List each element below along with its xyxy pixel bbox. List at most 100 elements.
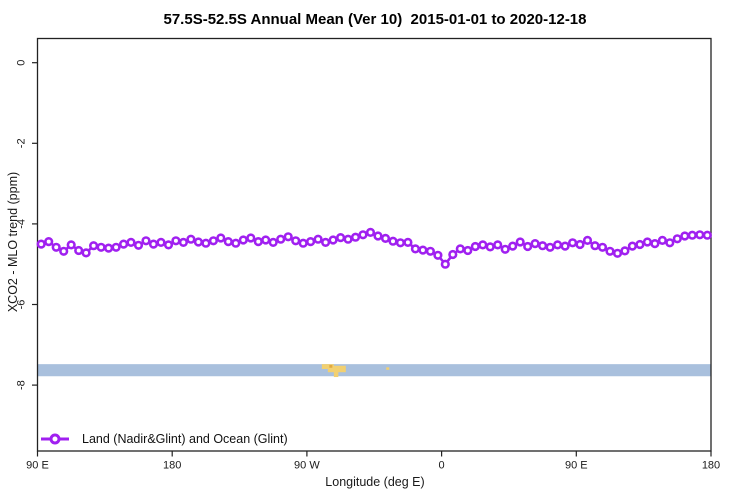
data-point (171, 236, 181, 246)
data-point (358, 230, 368, 240)
data-point (470, 241, 480, 252)
data-point (425, 246, 436, 256)
data-point (178, 237, 188, 247)
data-point (66, 240, 76, 250)
data-point (59, 246, 69, 256)
data-point (523, 241, 533, 252)
land-patch (333, 371, 339, 378)
data-point (552, 240, 563, 250)
data-point (298, 238, 308, 248)
data-point (695, 230, 705, 240)
x-axis-label: Longitude (deg E) (325, 475, 425, 489)
ocean-strip (37, 364, 711, 377)
data-point (380, 233, 391, 243)
data-point (448, 249, 458, 260)
data-point (343, 234, 353, 244)
x-tick-label: 0 (439, 460, 445, 472)
data-point (231, 238, 241, 248)
data-point (126, 237, 136, 247)
data-point (440, 259, 450, 269)
x-tick-label: 90 E (565, 460, 588, 472)
data-point (88, 241, 99, 251)
data-point (51, 242, 61, 252)
data-point (665, 238, 675, 248)
y-tick-label: -6 (16, 300, 28, 310)
y-tick-label: 0 (16, 60, 28, 66)
x-tick-label: 180 (163, 460, 181, 472)
x-tick-label: 90 E (26, 460, 49, 472)
data-point (373, 231, 383, 241)
data-point (141, 236, 151, 246)
data-point (306, 237, 316, 247)
legend: Land (Nadir&Glint) and Ocean (Glint) (40, 429, 288, 449)
data-point (500, 244, 510, 254)
y-tick-label: -2 (16, 138, 28, 148)
data-point (238, 235, 248, 245)
data-point (321, 237, 331, 247)
land-patch (327, 365, 346, 373)
legend-line-open-circle-icon (41, 433, 69, 445)
data-point (283, 232, 293, 242)
data-point (642, 237, 653, 247)
data-point (44, 237, 54, 247)
data-point (118, 239, 129, 249)
data-point (560, 241, 570, 251)
data-point (537, 241, 548, 251)
data-point (365, 227, 376, 237)
data-point (410, 244, 421, 254)
data-point (291, 236, 301, 246)
data-point (597, 242, 608, 252)
data-point (485, 242, 495, 252)
data-point (395, 238, 406, 248)
data-point (657, 235, 668, 245)
data-point (418, 245, 428, 255)
data-point (148, 239, 159, 249)
data-point (276, 234, 286, 244)
data-point (545, 242, 555, 252)
data-point (246, 233, 256, 243)
data-point (635, 239, 645, 250)
data-point (567, 238, 578, 248)
data-point (627, 241, 638, 251)
data-point (253, 237, 263, 247)
data-point (687, 230, 697, 240)
data-point (193, 237, 203, 247)
data-point (201, 238, 211, 248)
x-tick-label: 180 (702, 460, 720, 472)
data-point (133, 240, 144, 250)
data-point (74, 245, 84, 256)
data-point (612, 248, 623, 258)
data-point (216, 233, 226, 243)
data-point (186, 234, 196, 244)
data-point (403, 237, 413, 247)
data-point (463, 245, 473, 256)
data-point (208, 236, 218, 246)
legend-label: Land (Nadir&Glint) and Ocean (Glint) (82, 432, 288, 446)
data-point (350, 232, 361, 242)
data-point (575, 239, 585, 250)
data-point (388, 236, 398, 246)
data-point (103, 243, 114, 253)
data-point (261, 235, 271, 245)
data-point (508, 241, 518, 251)
data-point (590, 241, 600, 251)
data-point (582, 235, 593, 245)
data-point (96, 242, 106, 252)
data-point (433, 250, 443, 260)
data-point (702, 230, 712, 240)
data-point (515, 237, 525, 247)
data-point (268, 237, 278, 247)
y-tick-label: -8 (16, 380, 28, 390)
data-point (605, 246, 615, 256)
land-patch (329, 364, 333, 368)
data-point (672, 234, 682, 244)
data-point (36, 239, 46, 249)
data-point (336, 233, 346, 243)
data-point (530, 239, 540, 249)
data-point (163, 240, 174, 250)
data-point (223, 237, 233, 247)
data-point (680, 231, 690, 241)
data-point (156, 237, 166, 247)
x-tick-label: 90 W (294, 460, 320, 472)
